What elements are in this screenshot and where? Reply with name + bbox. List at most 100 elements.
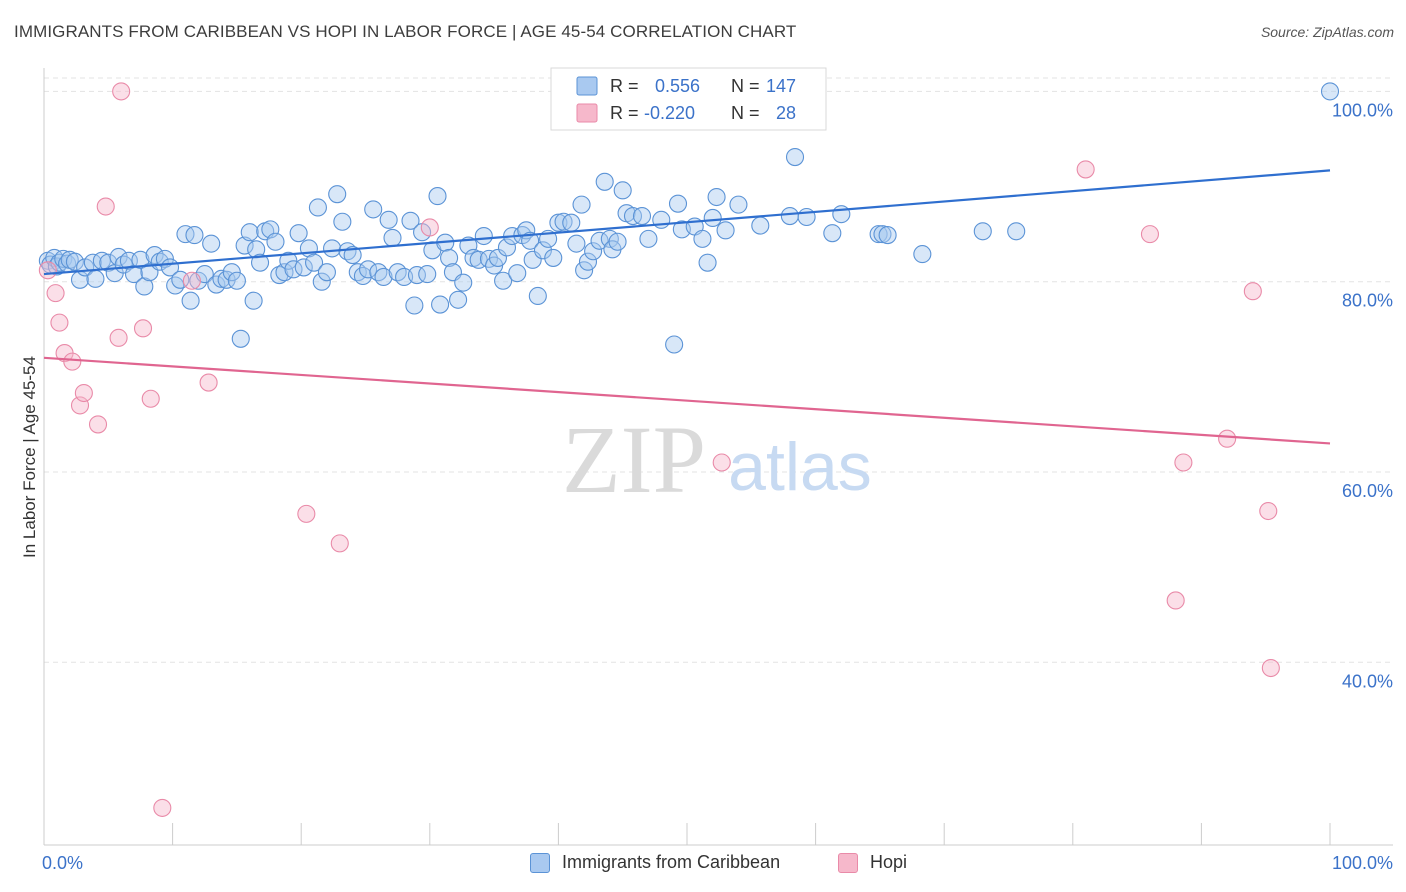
point-caribbean <box>207 275 226 294</box>
point-caribbean <box>240 223 259 242</box>
point-caribbean <box>431 295 450 314</box>
y-tick-label: 60.0% <box>1342 481 1393 501</box>
watermark: ZIP atlas <box>562 406 872 513</box>
point-caribbean <box>878 226 897 245</box>
point-hopi <box>153 798 172 817</box>
trendline-caribbean <box>43 169 1331 276</box>
point-caribbean <box>212 269 231 288</box>
y-tick-label: 80.0% <box>1342 291 1393 311</box>
legend-item-hopi: Hopi <box>838 852 907 873</box>
legend-swatch-caribbean <box>530 852 550 873</box>
point-caribbean <box>449 290 468 309</box>
legend-r-label-2: R = <box>610 103 639 123</box>
point-hopi <box>1261 658 1280 678</box>
point-caribbean <box>474 226 493 246</box>
point-caribbean <box>973 222 992 241</box>
point-caribbean <box>305 253 324 272</box>
point-hopi <box>74 383 93 403</box>
legend-swatch-pink <box>576 103 598 123</box>
point-caribbean <box>632 206 652 226</box>
point-caribbean <box>166 276 185 295</box>
point-caribbean <box>1320 82 1340 101</box>
point-caribbean <box>508 264 527 283</box>
point-caribbean <box>250 253 270 272</box>
point-hopi <box>420 218 439 237</box>
point-caribbean <box>488 248 508 267</box>
point-caribbean <box>751 216 770 235</box>
point-caribbean <box>222 263 241 282</box>
point-caribbean <box>668 194 688 213</box>
chart-title: IMMIGRANTS FROM CARIBBEAN VS HOPI IN LAB… <box>14 22 797 41</box>
point-caribbean <box>65 252 84 271</box>
point-caribbean <box>533 241 553 260</box>
point-caribbean <box>428 187 447 206</box>
axes-layer <box>43 68 1393 846</box>
legend-label-caribbean: Immigrants from Caribbean <box>562 852 781 872</box>
legend-bottom: Immigrants from Caribbean Hopi <box>0 852 1406 878</box>
point-hopi <box>1259 501 1278 521</box>
point-caribbean <box>359 260 378 279</box>
legend-n-value-1: 147 <box>766 76 796 96</box>
point-caribbean <box>785 148 805 167</box>
legend-swatch-blue <box>576 76 598 96</box>
point-caribbean <box>266 232 285 251</box>
point-caribbean <box>869 225 888 244</box>
point-hopi <box>38 261 57 280</box>
legend-swatch-hopi <box>838 852 858 873</box>
point-caribbean <box>231 329 250 348</box>
legend-top: R = 0.556 N = 147 R = -0.220 N = 28 <box>550 67 827 131</box>
legend-label-hopi: Hopi <box>870 852 908 872</box>
point-caribbean <box>703 208 722 228</box>
point-caribbean <box>176 225 195 244</box>
point-caribbean <box>374 267 393 286</box>
point-caribbean <box>595 172 614 191</box>
point-hopi <box>1166 591 1185 610</box>
point-hopi <box>88 415 108 434</box>
point-caribbean <box>729 195 748 214</box>
point-caribbean <box>185 226 204 245</box>
point-caribbean <box>181 291 200 310</box>
point-caribbean <box>289 224 308 243</box>
legend-r-value-2: -0.220 <box>644 103 695 123</box>
point-caribbean <box>913 245 932 264</box>
point-hopi <box>330 534 349 553</box>
point-caribbean <box>665 335 684 354</box>
point-hopi <box>199 373 218 392</box>
point-caribbean <box>575 261 594 280</box>
source-credit: Source: ZipAtlas.com <box>1260 24 1394 40</box>
point-caribbean <box>707 187 726 207</box>
point-caribbean <box>554 212 573 231</box>
point-hopi <box>50 313 69 332</box>
point-hopi <box>63 352 82 371</box>
y-tick-label: 100.0% <box>1332 100 1393 120</box>
point-hopi <box>1174 453 1193 472</box>
point-caribbean <box>369 263 388 282</box>
point-caribbean <box>528 286 547 306</box>
point-caribbean <box>202 234 221 253</box>
point-caribbean <box>333 212 352 231</box>
point-caribbean <box>379 210 398 229</box>
point-hopi <box>133 319 153 338</box>
point-caribbean <box>440 248 459 267</box>
point-hopi <box>1076 160 1095 179</box>
watermark-atlas: atlas <box>728 429 872 505</box>
point-caribbean <box>86 269 105 288</box>
point-caribbean <box>308 198 327 217</box>
point-caribbean <box>693 229 712 248</box>
point-caribbean <box>584 242 603 261</box>
point-caribbean <box>823 224 842 243</box>
point-caribbean <box>497 238 517 257</box>
point-caribbean <box>364 200 383 219</box>
point-caribbean <box>383 228 402 247</box>
point-caribbean <box>189 271 208 290</box>
point-caribbean <box>405 296 424 315</box>
point-caribbean <box>323 239 342 258</box>
point-caribbean <box>294 258 313 277</box>
point-caribbean <box>873 225 892 244</box>
point-caribbean <box>494 271 513 290</box>
trend-layer <box>43 169 1331 445</box>
point-hopi <box>1218 429 1237 448</box>
point-caribbean <box>698 253 717 272</box>
x-tick-label: 100.0% <box>1332 853 1393 873</box>
